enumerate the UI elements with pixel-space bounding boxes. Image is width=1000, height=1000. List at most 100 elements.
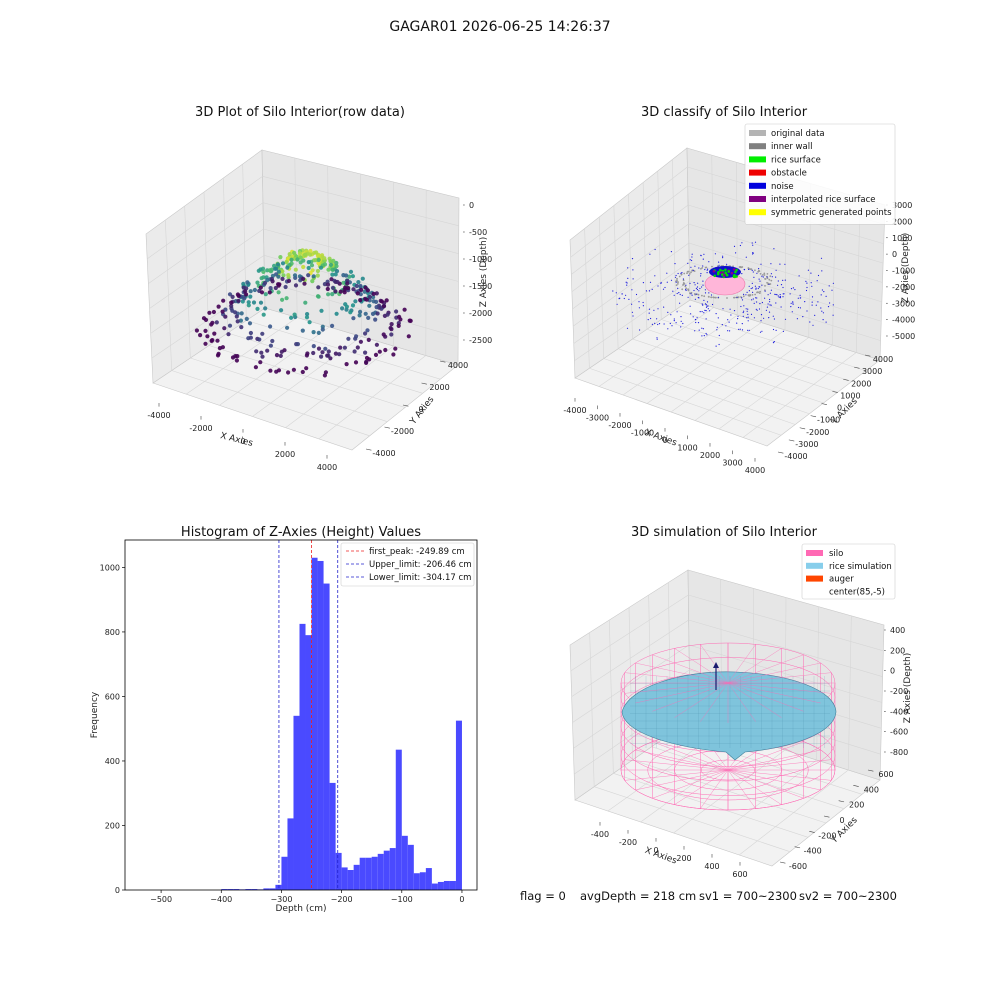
scatter-point bbox=[626, 327, 629, 329]
scatter-point bbox=[697, 282, 699, 284]
scatter-point bbox=[690, 266, 692, 268]
scatter-point bbox=[748, 268, 751, 270]
x-tick-label: −300 bbox=[270, 895, 292, 904]
scatter-point bbox=[748, 329, 750, 331]
scatter-point bbox=[832, 304, 834, 306]
scatter-point bbox=[691, 256, 693, 258]
scatter-point bbox=[688, 273, 691, 275]
scatter-point bbox=[670, 279, 673, 281]
scatter-point bbox=[766, 273, 769, 275]
legend-label: obstacle bbox=[771, 169, 807, 179]
scatter-point bbox=[696, 317, 698, 319]
scatter-point bbox=[307, 320, 312, 325]
scatter-point bbox=[676, 292, 678, 295]
scatter-point bbox=[230, 308, 235, 313]
scatter-point bbox=[291, 367, 296, 372]
scatter-point bbox=[220, 309, 225, 314]
scatter-point bbox=[342, 345, 347, 350]
x-tick-label: -400 bbox=[591, 830, 609, 839]
scatter-point bbox=[743, 293, 745, 295]
scatter-point bbox=[721, 273, 724, 276]
scatter-point bbox=[656, 318, 658, 320]
scatter-point bbox=[710, 294, 713, 296]
scatter-point bbox=[229, 300, 234, 305]
scatter-point bbox=[761, 301, 764, 304]
z-tick-label: -1000 bbox=[892, 267, 915, 276]
scatter-point bbox=[772, 328, 775, 331]
scatter-point bbox=[811, 296, 814, 298]
scatter-point bbox=[230, 294, 235, 299]
scatter-point bbox=[727, 270, 730, 273]
scatter-point bbox=[261, 312, 266, 317]
scatter-point bbox=[779, 296, 782, 298]
scatter-point bbox=[694, 318, 697, 321]
scatter-point bbox=[377, 349, 382, 354]
scatter-point bbox=[768, 311, 771, 313]
scatter-point bbox=[764, 290, 766, 292]
scatter-point bbox=[726, 263, 728, 265]
scatter-point bbox=[252, 287, 257, 293]
scatter-point bbox=[743, 305, 745, 307]
scatter-point bbox=[673, 318, 675, 320]
y-tick-label: 0 bbox=[115, 886, 120, 895]
scatter-point bbox=[673, 320, 675, 322]
scatter-point bbox=[385, 312, 390, 317]
scatter-point bbox=[309, 263, 315, 268]
scatter-point bbox=[344, 362, 349, 367]
histogram-bar bbox=[437, 881, 444, 890]
scatter-point bbox=[758, 308, 761, 310]
scatter-point bbox=[631, 311, 634, 313]
scatter-point bbox=[747, 313, 749, 315]
scatter-point bbox=[753, 276, 755, 278]
scatter-point bbox=[285, 325, 290, 330]
scatter-point bbox=[210, 320, 215, 325]
scatter-point bbox=[758, 278, 760, 280]
scatter-point bbox=[689, 259, 691, 261]
scatter-point bbox=[765, 309, 768, 311]
scatter-point bbox=[828, 285, 830, 287]
scatter-point bbox=[270, 338, 275, 344]
scatter-point bbox=[695, 287, 698, 289]
scatter-point bbox=[625, 294, 627, 296]
legend-label: noise bbox=[771, 182, 794, 192]
scatter-point bbox=[702, 280, 704, 282]
legend-label: rice simulation bbox=[829, 562, 892, 572]
scatter-point bbox=[829, 302, 831, 304]
histogram-bar bbox=[305, 635, 312, 890]
scatter-point bbox=[759, 331, 762, 333]
scatter-point bbox=[725, 325, 727, 327]
scatter-point bbox=[779, 263, 781, 265]
scatter-point bbox=[642, 301, 644, 304]
scatter-point bbox=[770, 273, 773, 275]
scatter-point bbox=[747, 267, 750, 269]
scatter-point bbox=[651, 323, 654, 325]
scatter-point bbox=[261, 269, 266, 274]
scatter-point bbox=[374, 299, 379, 304]
scatter-point bbox=[359, 287, 364, 292]
scatter-point bbox=[717, 317, 719, 319]
scatter-point bbox=[348, 269, 354, 274]
scatter-point bbox=[375, 311, 380, 316]
scatter-point bbox=[752, 253, 754, 255]
scatter-point bbox=[300, 328, 305, 333]
scatter-point bbox=[211, 309, 216, 315]
scatter-point bbox=[391, 352, 396, 357]
scatter-point bbox=[737, 315, 739, 317]
histogram-bar bbox=[311, 557, 318, 890]
scatter-point bbox=[769, 298, 771, 301]
scatter-point bbox=[763, 274, 766, 276]
scatter-point bbox=[269, 267, 274, 272]
sv1-text: sv1 = 700~2300 bbox=[699, 889, 797, 903]
x-tick-label: -1000 bbox=[631, 429, 654, 438]
scatter-point bbox=[706, 269, 708, 271]
scatter-point bbox=[746, 317, 748, 319]
x-tick-label: 0 bbox=[653, 846, 658, 855]
scatter-point bbox=[685, 287, 687, 290]
scatter-point bbox=[647, 319, 649, 321]
y-tick-label: 200 bbox=[849, 801, 864, 810]
scatter-point bbox=[751, 242, 753, 244]
scatter-point bbox=[756, 301, 758, 303]
scatter-point bbox=[367, 357, 372, 362]
legend-swatch bbox=[749, 143, 766, 150]
scatter-point bbox=[393, 346, 398, 351]
